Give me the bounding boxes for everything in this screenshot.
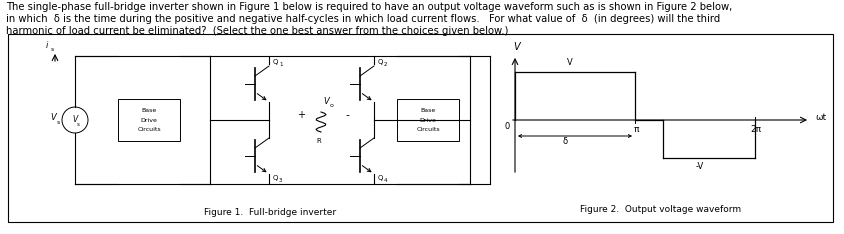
Text: Figure 2.  Output voltage waveform: Figure 2. Output voltage waveform: [580, 205, 741, 214]
Text: V: V: [323, 97, 329, 106]
Text: s: s: [51, 47, 54, 52]
Text: Base: Base: [142, 108, 157, 113]
Text: ωt: ωt: [815, 113, 826, 123]
Text: Drive: Drive: [141, 117, 158, 123]
Text: Base: Base: [420, 108, 436, 113]
Text: Figure 1.  Full-bridge inverter: Figure 1. Full-bridge inverter: [204, 208, 336, 217]
Text: o: o: [330, 103, 334, 108]
Text: Circuits: Circuits: [416, 127, 440, 132]
Text: π: π: [633, 125, 639, 134]
Text: harmonic of load current be eliminated?  (Select the one best answer from the ch: harmonic of load current be eliminated? …: [6, 26, 508, 36]
Text: V: V: [73, 114, 78, 124]
Text: s: s: [77, 121, 80, 127]
Text: s: s: [57, 120, 60, 124]
Text: Circuits: Circuits: [138, 127, 161, 132]
Text: Q: Q: [378, 175, 383, 181]
Text: -V: -V: [695, 162, 704, 171]
Text: δ: δ: [562, 137, 567, 146]
Text: R: R: [316, 138, 322, 144]
Text: 4: 4: [384, 178, 387, 183]
Text: 0: 0: [505, 122, 510, 131]
Text: Q: Q: [273, 59, 279, 65]
Text: +: +: [297, 110, 305, 120]
Text: i: i: [46, 41, 48, 50]
Text: -: -: [345, 110, 349, 120]
Text: Drive: Drive: [419, 117, 436, 123]
Text: The single-phase full-bridge inverter shown in Figure 1 below is required to hav: The single-phase full-bridge inverter sh…: [6, 2, 733, 12]
Text: 2π: 2π: [750, 125, 761, 134]
Text: 2: 2: [384, 62, 387, 67]
Bar: [8, 34, 833, 222]
Text: Q: Q: [378, 59, 383, 65]
Text: in which  δ is the time during the positive and negative half-cycles in which lo: in which δ is the time during the positi…: [6, 14, 720, 24]
Text: 3: 3: [279, 178, 283, 183]
Text: V: V: [567, 58, 573, 67]
Bar: [118, 99, 180, 141]
Text: V: V: [50, 113, 56, 123]
Text: Q: Q: [273, 175, 279, 181]
Bar: [397, 99, 459, 141]
Text: 1: 1: [279, 62, 283, 67]
Text: V: V: [514, 42, 520, 52]
